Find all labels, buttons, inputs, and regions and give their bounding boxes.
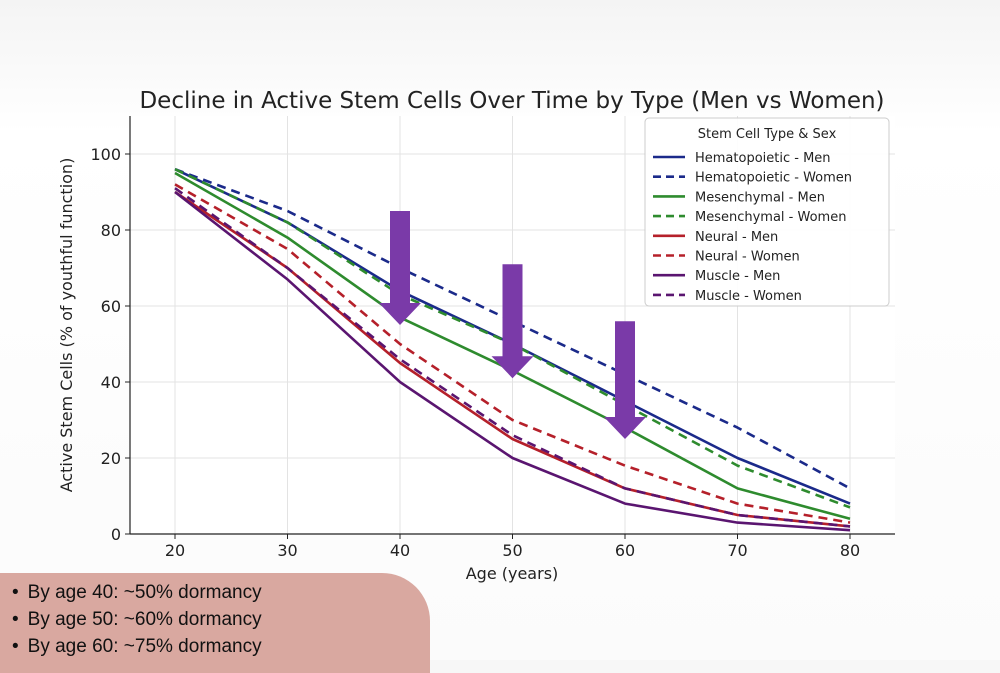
annotation-arrows	[379, 211, 646, 439]
axes	[125, 116, 895, 539]
series-line-muscle-men	[174, 190, 851, 532]
legend-box	[644, 117, 890, 307]
dormancy-callout: • By age 40: ~50% dormancy • By age 50: ~6…	[0, 573, 430, 673]
x-tick-label: 30	[277, 541, 297, 560]
dormancy-list: • By age 40: ~50% dormancy • By age 50: ~6…	[12, 579, 262, 660]
legend-label: Hematopoietic - Women	[695, 171, 852, 186]
series-line-muscle-women	[174, 187, 851, 528]
bullet-icon: •	[12, 609, 19, 630]
x-tick-label: 70	[727, 541, 747, 560]
down-arrow-icon	[604, 321, 646, 439]
y-tick-label: 60	[101, 297, 121, 316]
legend: Stem Cell Type & Sex Hematopoietic - Men…	[644, 117, 890, 307]
tick-labels: 20 30 40 50 60 70 80 0 20 40 60 80 100	[90, 145, 860, 560]
series-layer	[174, 167, 851, 532]
legend-label: Neural - Men	[695, 230, 778, 245]
x-tick-label: 50	[502, 541, 522, 560]
bullet-icon: •	[12, 582, 19, 603]
down-arrow-icon	[379, 211, 421, 325]
bullet-icon: •	[12, 636, 19, 657]
legend-label: Mesenchymal - Women	[695, 210, 846, 225]
y-tick-label: 0	[111, 525, 121, 544]
dormancy-item: • By age 40: ~50% dormancy	[12, 582, 262, 603]
x-axis-label: Age (years)	[466, 564, 559, 583]
dormancy-item: • By age 60: ~75% dormancy	[12, 636, 262, 657]
x-tick-label: 40	[390, 541, 410, 560]
legend-label: Neural - Women	[695, 250, 800, 265]
legend-title: Stem Cell Type & Sex	[698, 127, 837, 142]
legend-label: Hematopoietic - Men	[695, 151, 831, 166]
y-tick-label: 20	[101, 449, 121, 468]
down-arrow-icon	[491, 264, 534, 379]
series-line-hematopoietic-women	[174, 167, 851, 490]
legend-label: Mesenchymal - Men	[695, 190, 825, 205]
legend-label: Muscle - Women	[695, 289, 802, 304]
y-tick-label: 100	[90, 145, 121, 164]
legend-label: Muscle - Men	[695, 269, 780, 284]
series-line-neural-women	[174, 183, 851, 524]
y-tick-label: 40	[101, 373, 121, 392]
dormancy-item: • By age 50: ~60% dormancy	[12, 609, 262, 630]
x-tick-label: 20	[165, 541, 185, 560]
x-tick-label: 80	[840, 541, 860, 560]
y-axis-label: Active Stem Cells (% of youthful functio…	[57, 158, 76, 493]
y-tick-label: 80	[101, 221, 121, 240]
x-tick-label: 60	[615, 541, 635, 560]
chart-title: Decline in Active Stem Cells Over Time b…	[139, 88, 884, 114]
legend-items: Hematopoietic - Men Hematopoietic - Women…	[653, 151, 852, 304]
